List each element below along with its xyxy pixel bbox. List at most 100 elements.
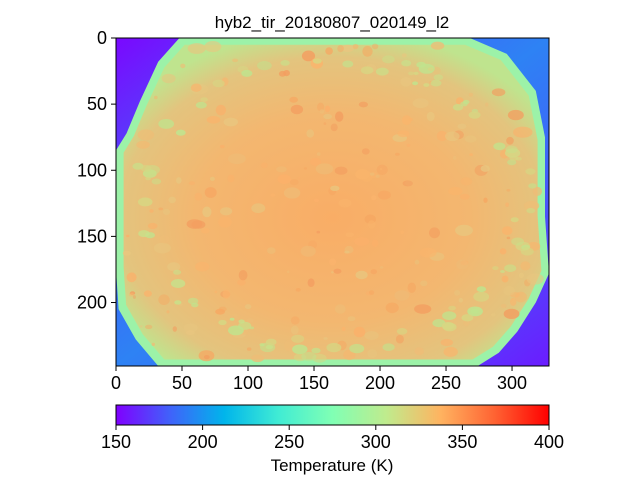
- surface-patch: [214, 290, 218, 294]
- surface-cool-patch: [500, 270, 505, 273]
- surface-cool-patch: [292, 344, 308, 355]
- x-tick-label: 300: [497, 373, 527, 393]
- surface-patch: [176, 177, 182, 184]
- surface-patch: [532, 186, 542, 196]
- surface-cool-patch: [470, 308, 479, 314]
- surface-cool-patch: [427, 67, 434, 71]
- surface-patch: [246, 347, 252, 351]
- surface-cool-patch: [375, 67, 389, 76]
- surface-patch: [201, 227, 210, 234]
- surface-patch: [337, 45, 344, 53]
- surface-cool-patch: [528, 183, 537, 189]
- surface-patch: [283, 70, 290, 77]
- surface-cool-patch: [423, 83, 430, 87]
- surface-patch: [414, 259, 420, 265]
- surface-patch: [454, 289, 461, 296]
- surface-patch: [361, 171, 373, 182]
- y-tick-label: 200: [77, 293, 107, 313]
- surface-patch: [297, 176, 301, 180]
- surface-cool-patch: [137, 197, 153, 207]
- surface-patch: [452, 155, 457, 160]
- surface-cool-patch: [158, 119, 175, 129]
- surface-cool-patch: [504, 264, 517, 273]
- surface-patch: [143, 290, 152, 297]
- surface-patch: [456, 259, 468, 270]
- surface-cool-patch: [525, 168, 536, 175]
- surface-cool-patch: [175, 129, 186, 136]
- surface-cool-patch: [342, 60, 354, 68]
- surface-patch: [443, 346, 458, 357]
- surface-patch: [414, 347, 425, 356]
- surface-patch: [394, 290, 410, 301]
- surface-patch: [523, 201, 540, 211]
- surface-patch: [367, 349, 378, 359]
- x-tick-label: 250: [431, 373, 461, 393]
- surface-patch: [369, 172, 375, 176]
- surface-patch: [183, 323, 198, 333]
- surface-patch: [246, 318, 254, 323]
- surface-patch: [188, 181, 196, 186]
- surface-patch: [323, 122, 327, 125]
- surface-patch: [334, 166, 348, 175]
- surface-patch: [233, 313, 238, 317]
- surface-patch: [158, 207, 163, 211]
- surface-cool-patch: [280, 60, 290, 66]
- surface-cool-patch: [511, 237, 524, 246]
- surface-patch: [158, 294, 170, 306]
- surface-patch: [137, 129, 155, 141]
- surface-cool-patch: [326, 342, 342, 353]
- plot-area: [116, 38, 549, 366]
- surface-patch: [227, 174, 235, 183]
- surface-patch: [371, 43, 379, 50]
- surface-patch: [126, 272, 137, 283]
- y-axis: 0 50 100 150 200: [77, 28, 116, 313]
- surface-cool-patch: [473, 291, 490, 302]
- surface-patch: [129, 291, 136, 295]
- colorbar-ticks: 150 200 250 300 350 400: [101, 425, 564, 452]
- surface-patch: [397, 130, 410, 138]
- surface-cool-patch: [505, 145, 518, 154]
- surface-patch: [335, 111, 344, 122]
- surface-patch: [458, 297, 463, 303]
- surface-patch: [223, 117, 238, 127]
- surface-cool-patch: [212, 79, 225, 88]
- surface-patch: [154, 95, 158, 100]
- surface-patch: [149, 209, 154, 213]
- surface-patch: [395, 334, 404, 344]
- chart-title: hyb2_tir_20180807_020149_l2: [215, 13, 449, 32]
- surface-patch: [232, 58, 239, 63]
- surface-patch: [330, 185, 340, 191]
- surface-patch: [406, 143, 411, 147]
- surface-patch: [319, 109, 325, 114]
- surface-patch: [426, 111, 435, 122]
- surface-patch: [334, 304, 346, 314]
- surface-patch: [345, 232, 355, 238]
- surface-patch: [505, 202, 509, 207]
- surface-patch: [168, 196, 176, 204]
- surface-cool-patch: [526, 207, 536, 214]
- surface-patch: [506, 236, 511, 240]
- surface-cool-patch: [301, 351, 317, 362]
- surface-patch: [353, 326, 366, 338]
- surface-cool-patch: [151, 178, 162, 185]
- surface-patch: [379, 167, 383, 171]
- surface-cool-patch: [452, 104, 464, 111]
- surface-patch: [491, 88, 506, 97]
- surface-cool-patch: [430, 79, 442, 87]
- surface-patch: [361, 148, 370, 155]
- surface-cool-patch: [138, 230, 150, 238]
- surface-patch: [483, 197, 488, 203]
- surface-patch: [414, 304, 432, 314]
- surface-patch: [506, 189, 511, 192]
- surface-patch: [506, 136, 514, 145]
- surface-patch: [283, 187, 301, 199]
- surface-patch: [377, 190, 391, 200]
- surface-patch: [289, 96, 299, 103]
- surface-patch: [300, 245, 316, 257]
- y-tick-label: 150: [77, 226, 107, 246]
- surface-patch: [503, 308, 520, 319]
- surface-patch: [251, 354, 265, 363]
- surface-patch: [364, 331, 379, 340]
- surface-patch: [329, 258, 337, 266]
- surface-patch: [419, 247, 437, 258]
